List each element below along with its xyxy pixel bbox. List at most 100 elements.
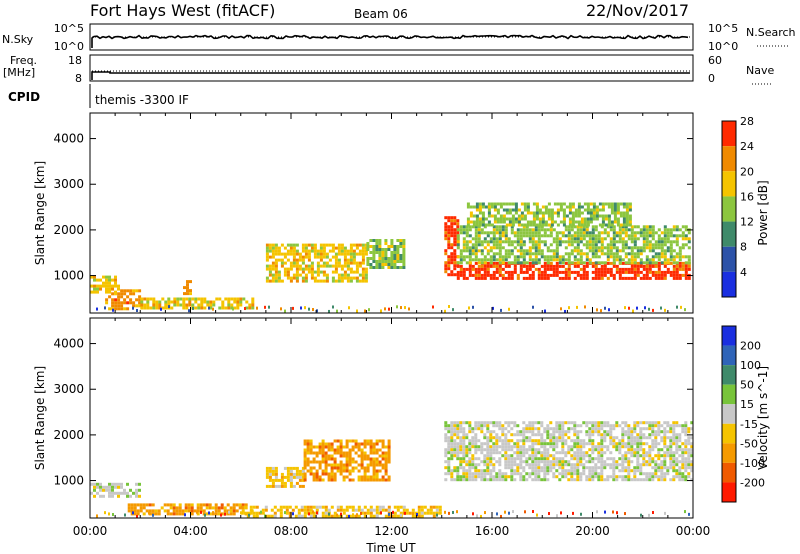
range-cell <box>298 469 302 473</box>
range-cell <box>648 231 652 235</box>
range-cell <box>564 454 568 458</box>
range-cell <box>188 309 190 313</box>
range-cell <box>492 246 496 250</box>
range-cell <box>286 469 290 473</box>
range-cell <box>301 255 305 259</box>
range-cell <box>369 445 373 449</box>
range-cell <box>622 214 626 218</box>
range-cell <box>570 261 574 265</box>
range-cell <box>513 460 517 464</box>
range-cell <box>528 276 532 280</box>
range-cell <box>588 457 592 461</box>
range-cell <box>492 258 496 262</box>
range-cell <box>612 445 616 449</box>
range-cell <box>465 472 469 476</box>
range-cell <box>522 261 526 265</box>
range-cell <box>573 246 577 250</box>
range-cell <box>501 439 505 443</box>
range-cell <box>531 234 535 238</box>
range-cell <box>432 305 434 309</box>
range-cell <box>372 248 376 251</box>
range-cell <box>271 243 275 247</box>
range-cell <box>535 214 539 218</box>
range-cell <box>339 451 343 455</box>
range-cell <box>186 283 189 287</box>
range-cell <box>612 469 616 473</box>
range-cell <box>522 445 526 449</box>
range-cell <box>579 448 583 452</box>
range-cell <box>390 514 394 518</box>
range-cell <box>684 442 688 446</box>
range-cell <box>597 451 601 455</box>
range-cell <box>675 472 679 476</box>
range-cell <box>384 263 388 266</box>
range-cell <box>492 228 496 232</box>
range-cell <box>316 270 320 274</box>
range-cell <box>331 270 335 274</box>
range-cell <box>474 243 478 247</box>
range-cell <box>475 205 479 209</box>
range-cell <box>678 261 682 265</box>
range-cell <box>318 478 322 482</box>
range-cell <box>475 202 479 206</box>
range-cell <box>630 436 634 440</box>
range-cell <box>399 254 403 257</box>
range-cell <box>319 255 323 259</box>
range-cell <box>573 469 577 473</box>
range-cell <box>501 267 505 271</box>
range-cell <box>534 451 538 455</box>
range-cell <box>309 445 313 449</box>
range-cell <box>191 303 195 307</box>
range-cell <box>528 231 532 235</box>
range-cell <box>561 255 565 259</box>
range-cell <box>208 503 212 507</box>
range-cell <box>480 249 484 253</box>
range-cell <box>606 463 610 467</box>
colorbar-swatch <box>722 443 736 463</box>
range-cell <box>645 261 649 265</box>
range-cell <box>99 482 102 486</box>
range-cell <box>594 264 598 268</box>
range-cell <box>651 243 655 247</box>
range-cell <box>684 448 688 452</box>
range-cell <box>283 246 287 250</box>
range-cell <box>175 512 179 516</box>
range-cell <box>501 427 505 431</box>
colorbar-swatch <box>722 271 736 297</box>
range-cell <box>477 457 481 461</box>
range-cell <box>360 454 364 458</box>
range-cell <box>573 258 577 262</box>
colorbar-tick-label: 100 <box>740 359 761 372</box>
range-cell <box>333 466 337 470</box>
range-cell <box>292 475 296 479</box>
range-cell <box>687 276 691 280</box>
range-cell <box>334 270 338 274</box>
range-cell <box>310 273 314 277</box>
range-cell <box>178 506 182 510</box>
range-cell <box>396 514 400 518</box>
range-cell <box>462 460 466 464</box>
range-cell <box>477 427 481 431</box>
range-cell <box>120 295 124 299</box>
range-cell <box>285 508 289 512</box>
range-cell <box>361 267 365 271</box>
range-cell <box>585 276 589 280</box>
range-cell <box>591 225 595 229</box>
range-cell <box>396 508 400 512</box>
range-cell <box>475 217 479 221</box>
range-cell <box>630 261 634 265</box>
range-cell <box>292 472 296 476</box>
range-cell <box>477 258 481 262</box>
range-cell <box>337 243 341 247</box>
range-cell <box>570 252 574 256</box>
range-cell <box>102 284 105 288</box>
range-cell <box>289 267 293 271</box>
range-cell <box>214 509 218 513</box>
range-cell <box>357 454 361 458</box>
range-cell <box>233 306 237 310</box>
range-cell <box>331 255 335 259</box>
range-cell <box>501 240 505 244</box>
range-cell <box>576 228 580 232</box>
range-cell <box>601 205 605 209</box>
range-cell <box>218 297 222 301</box>
